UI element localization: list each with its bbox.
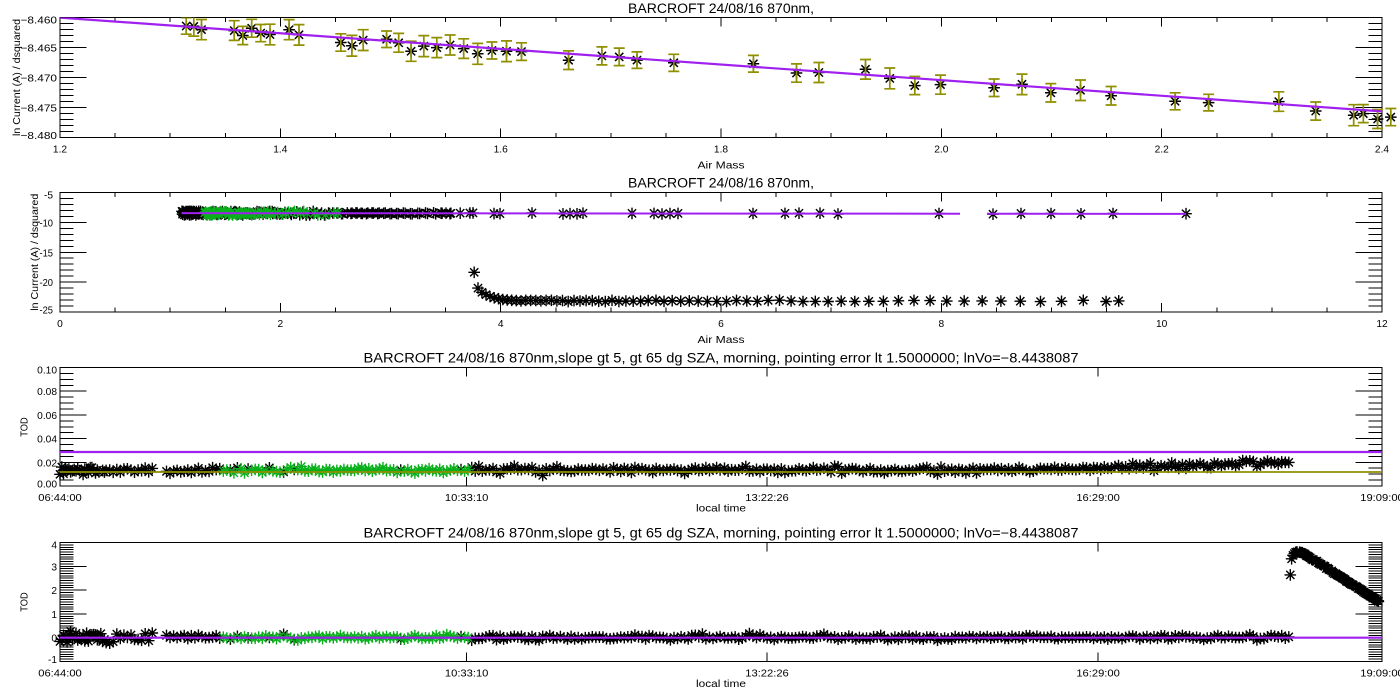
svg-text:ln Current (A) / dsquared: ln Current (A) / dsquared [12,19,23,136]
svg-text:0.04: 0.04 [37,435,57,446]
svg-text:10:33:10: 10:33:10 [445,493,489,504]
svg-text:−8.460: −8.460 [21,16,58,27]
svg-text:2.4: 2.4 [1375,145,1389,156]
svg-text:0.10: 0.10 [37,366,57,377]
svg-text:4: 4 [498,319,504,330]
svg-text:TOD: TOD [20,592,31,612]
svg-text:Air Mass: Air Mass [698,335,745,346]
svg-text:-15: -15 [40,248,54,259]
svg-text:12: 12 [1376,319,1388,330]
svg-text:−8.480: −8.480 [21,131,58,142]
svg-text:local time: local time [696,679,746,690]
svg-text:-20: -20 [40,278,54,289]
svg-text:0.00: 0.00 [37,480,57,491]
svg-text:1.6: 1.6 [494,145,508,156]
svg-text:13:22:26: 13:22:26 [745,669,789,680]
svg-text:TOD: TOD [20,417,31,437]
svg-text:19:09:00: 19:09:00 [1360,669,1400,680]
svg-text:BARCROFT 24/08/16 870nm,slope: BARCROFT 24/08/16 870nm,slope gt 5, gt 6… [364,351,1079,366]
svg-text:-25: -25 [40,306,54,317]
svg-text:-1: -1 [48,655,57,666]
svg-text:−8.470: −8.470 [21,74,58,85]
svg-text:−8.465: −8.465 [21,44,58,55]
svg-text:0.02: 0.02 [37,458,57,469]
svg-text:16:29:00: 16:29:00 [1076,669,1120,680]
svg-text:BARCROFT 24/08/16 870nm,slope: BARCROFT 24/08/16 870nm,slope gt 5, gt 6… [364,526,1079,541]
svg-text:1.8: 1.8 [714,145,728,156]
svg-text:2.2: 2.2 [1155,145,1169,156]
svg-text:1.4: 1.4 [273,145,287,156]
svg-text:Air Mass: Air Mass [698,161,745,172]
svg-text:06:44:00: 06:44:00 [38,493,82,504]
svg-text:4: 4 [51,541,57,552]
svg-text:2: 2 [51,586,57,597]
svg-text:0.08: 0.08 [37,387,57,398]
svg-text:ln Current (A) / dsquared: ln Current (A) / dsquared [30,193,41,310]
svg-text:-10: -10 [40,218,54,229]
svg-text:2.0: 2.0 [934,145,948,156]
svg-text:0: 0 [57,319,63,330]
svg-text:13:22:26: 13:22:26 [745,493,789,504]
svg-text:3: 3 [51,562,57,573]
svg-text:-5: -5 [44,191,53,202]
svg-text:06:44:00: 06:44:00 [38,669,82,680]
svg-text:1: 1 [51,610,57,621]
svg-text:6: 6 [718,319,724,330]
svg-text:−8.475: −8.475 [21,104,58,115]
svg-text:19:09:00: 19:09:00 [1360,493,1400,504]
svg-text:10: 10 [1156,319,1168,330]
svg-text:10:33:10: 10:33:10 [445,669,489,680]
svg-text:16:29:00: 16:29:00 [1076,493,1120,504]
svg-text:8: 8 [938,319,944,330]
svg-text:1.2: 1.2 [53,145,67,156]
svg-text:0: 0 [51,634,57,645]
svg-text:local time: local time [696,504,746,515]
svg-text:BARCROFT 24/08/16 870nm,: BARCROFT 24/08/16 870nm, [628,1,814,16]
svg-text:2: 2 [277,319,283,330]
svg-text:0.06: 0.06 [37,411,57,422]
svg-text:BARCROFT 24/08/16 870nm,: BARCROFT 24/08/16 870nm, [628,176,814,191]
